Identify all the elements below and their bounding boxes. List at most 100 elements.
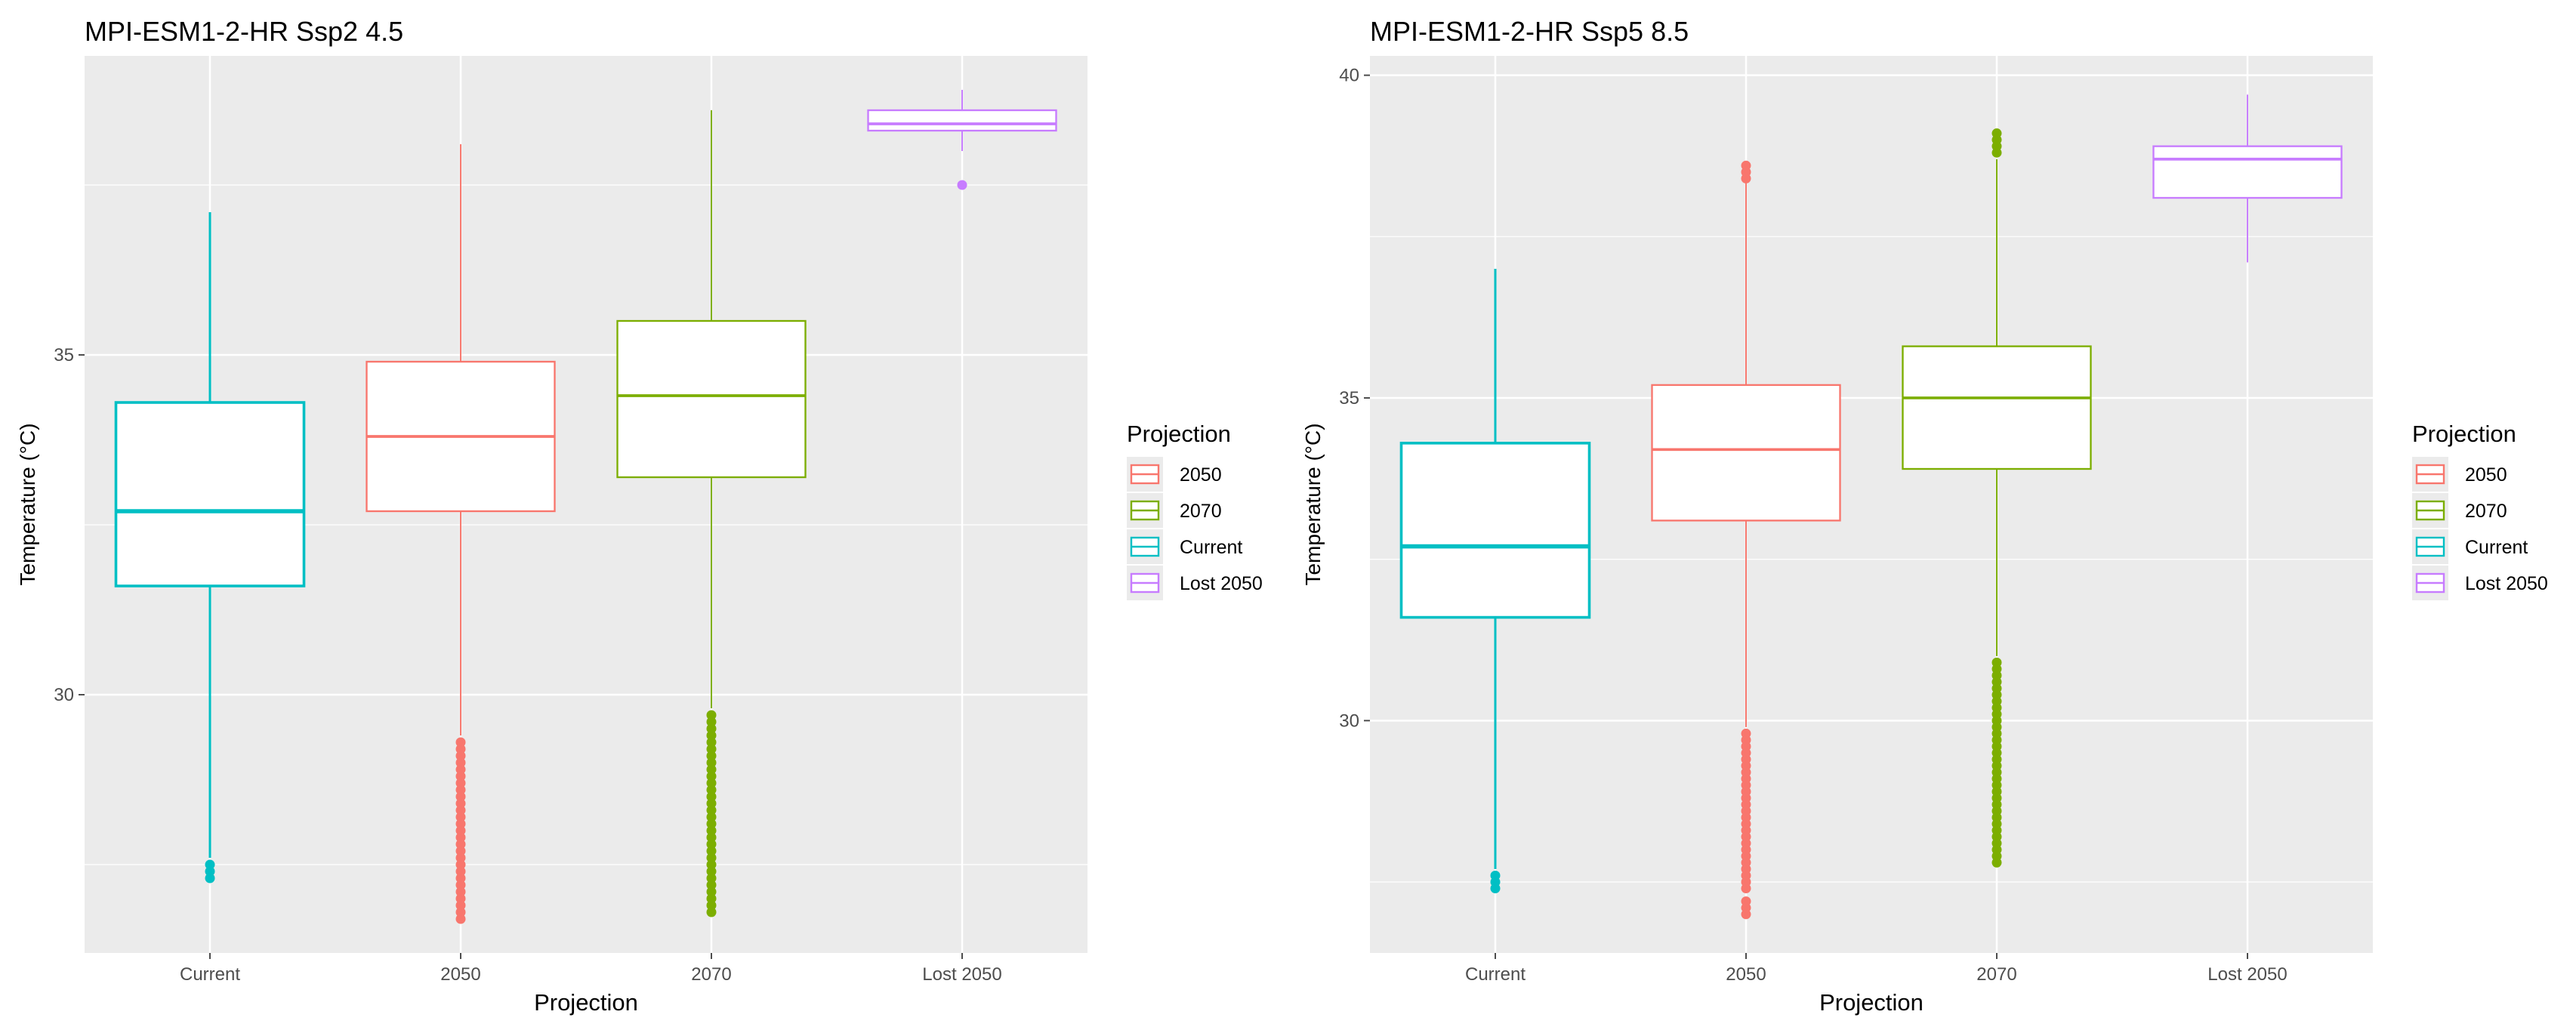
- box-2070: [1902, 128, 2092, 868]
- outlier-point: [706, 846, 717, 856]
- outlier-point: [455, 771, 466, 782]
- outlier-point: [455, 839, 466, 850]
- legend-label: Lost 2050: [2465, 573, 2548, 594]
- x-tick-label-current: Current: [1465, 964, 1526, 985]
- outlier-point: [455, 825, 466, 836]
- outlier-point: [455, 873, 466, 883]
- outlier-point: [706, 873, 717, 883]
- outlier-point: [706, 791, 717, 802]
- outlier-point: [1741, 896, 1751, 907]
- x-tick-label-2070: 2070: [691, 964, 731, 985]
- legend-label: Lost 2050: [1180, 573, 1263, 594]
- y-tick-label: 35: [54, 345, 74, 365]
- outlier-point: [706, 764, 717, 775]
- outlier-point: [455, 805, 466, 816]
- chart-title: MPI-ESM1-2-HR Ssp2 4.5: [85, 16, 403, 47]
- outlier-point: [455, 798, 466, 809]
- legend-item-2070: 2070: [2412, 493, 2507, 528]
- legend-item-lost-2050: Lost 2050: [1127, 566, 1263, 600]
- outlier-point: [706, 866, 717, 877]
- outlier-point: [455, 751, 466, 761]
- legend-title: Projection: [1127, 421, 1231, 447]
- legend-item-2050: 2050: [1127, 457, 1222, 492]
- outlier-point: [706, 771, 717, 782]
- outlier-point: [706, 805, 717, 816]
- outlier-point: [706, 839, 717, 850]
- box-2050: [1651, 160, 1841, 920]
- x-tick-label-lost-2050: Lost 2050: [922, 964, 1001, 985]
- box-2070: [616, 110, 807, 917]
- box-iqr: [2152, 145, 2343, 199]
- outlier-point: [455, 737, 466, 748]
- x-axis-label: Projection: [534, 989, 638, 1016]
- outlier-point: [706, 900, 717, 911]
- box-iqr: [616, 319, 807, 479]
- outlier-point: [706, 832, 717, 843]
- outlier-point: [455, 853, 466, 863]
- outlier-point: [455, 907, 466, 917]
- legend-item-current: Current: [2412, 529, 2528, 564]
- outlier-point: [455, 819, 466, 829]
- legend-item-2050: 2050: [2412, 457, 2507, 492]
- x-tick-label-2050: 2050: [1726, 964, 1766, 985]
- box-lost-2050: [867, 90, 1057, 190]
- outlier-point: [205, 859, 215, 870]
- box-lost-2050: [2152, 94, 2343, 263]
- legend: Projection 2050 2070 Current Lost 2050: [2412, 421, 2548, 600]
- y-tick-label: 30: [54, 685, 74, 705]
- outlier-point: [455, 778, 466, 788]
- chart-ssp2-4-5: 30 35 Current 2050 2070 Lost 2050 MPI-ESM1-2-H…: [16, 16, 1263, 1016]
- outlier-point: [205, 873, 215, 883]
- box-iqr: [114, 401, 306, 587]
- legend-label: 2050: [2465, 464, 2507, 486]
- outlier-point: [706, 723, 717, 734]
- outlier-point: [455, 880, 466, 890]
- outlier-point: [706, 744, 717, 754]
- outlier-point: [706, 751, 717, 761]
- outlier-point: [706, 778, 717, 788]
- outlier-point: [706, 798, 717, 809]
- x-axis-label: Projection: [1819, 989, 1924, 1016]
- y-tick-label: 35: [1339, 388, 1359, 409]
- outlier-point: [706, 812, 717, 822]
- outlier-point: [455, 900, 466, 911]
- outlier-point: [706, 887, 717, 897]
- legend-item-lost-2050: Lost 2050: [2412, 566, 2548, 600]
- chart-title: MPI-ESM1-2-HR Ssp5 8.5: [1370, 16, 1689, 47]
- legend-label: 2050: [1180, 464, 1222, 486]
- outlier-point: [455, 887, 466, 897]
- outlier-point: [706, 757, 717, 768]
- outlier-point: [957, 180, 967, 190]
- box-current: [1399, 269, 1591, 894]
- y-tick-label: 30: [1339, 711, 1359, 731]
- box-iqr: [1651, 384, 1841, 522]
- outlier-point: [706, 710, 717, 720]
- outlier-point: [455, 757, 466, 768]
- legend-label: 2070: [1180, 501, 1222, 522]
- outlier-point: [1741, 728, 1751, 739]
- legend-label: Current: [2465, 537, 2528, 558]
- x-tick-label-current: Current: [180, 964, 240, 985]
- outlier-point: [706, 717, 717, 727]
- box-2050: [366, 144, 556, 924]
- outlier-point: [706, 880, 717, 890]
- legend-title: Projection: [2412, 421, 2516, 447]
- box-iqr: [1902, 345, 2092, 470]
- legend-label: 2070: [2465, 501, 2507, 522]
- chart-ssp5-8-5: 30 35 40 Current 2050 2070 Lost 2050 MPI-ESM1-2…: [1301, 16, 2548, 1016]
- outlier-point: [455, 764, 466, 775]
- outlier-point: [455, 744, 466, 754]
- y-tick-label: 40: [1339, 66, 1359, 86]
- outlier-point: [706, 907, 717, 917]
- x-tick-label-2070: 2070: [1976, 964, 2016, 985]
- outlier-point: [706, 730, 717, 741]
- x-tick-label-2050: 2050: [440, 964, 480, 985]
- outlier-point: [455, 832, 466, 843]
- outlier-point: [455, 791, 466, 802]
- outlier-point: [455, 866, 466, 877]
- outlier-point: [706, 737, 717, 748]
- outlier-point: [706, 825, 717, 836]
- outlier-point: [455, 859, 466, 870]
- outlier-point: [706, 853, 717, 863]
